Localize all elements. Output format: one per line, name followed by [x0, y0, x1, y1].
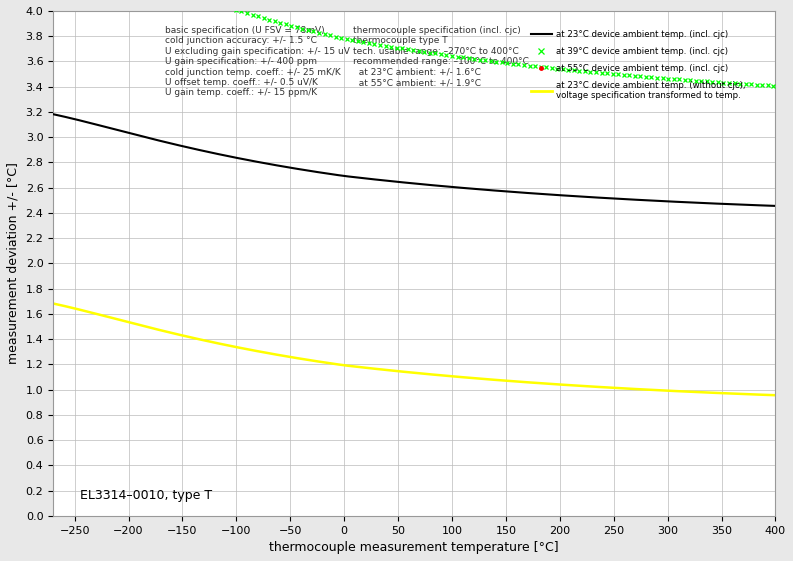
Text: basic specification (U FSV = 78mV)
cold junction accuracy: +/- 1.5 °C
U excludin: basic specification (U FSV = 78mV) cold … — [165, 26, 350, 98]
at 23°C device ambient temp. (incl. cjc) — [174, 142, 183, 149]
at 39°C device ambient temp. (incl. cjc) — [580, 68, 590, 75]
at 23°C device ambient temp. (incl. cjc) — [48, 111, 58, 118]
at 23°C device ambient temp. (without cjc),
voltage specification transformed to temp. — [325, 360, 335, 367]
at 23°C device ambient temp. (incl. cjc) — [771, 203, 780, 209]
at 23°C device ambient temp. (incl. cjc) — [679, 199, 688, 205]
at 39°C device ambient temp. (incl. cjc) — [497, 59, 507, 66]
Line: at 23°C device ambient temp. (without cjc),
voltage specification transformed to temp.: at 23°C device ambient temp. (without cj… — [53, 304, 776, 395]
at 23°C device ambient temp. (without cjc),
voltage specification transformed to temp. — [771, 392, 780, 398]
at 23°C device ambient temp. (without cjc),
voltage specification transformed to temp. — [174, 331, 183, 338]
at 39°C device ambient temp. (incl. cjc) — [768, 82, 778, 89]
Line: at 23°C device ambient temp. (incl. cjc): at 23°C device ambient temp. (incl. cjc) — [53, 114, 776, 206]
at 23°C device ambient temp. (without cjc),
voltage specification transformed to temp. — [679, 388, 688, 395]
at 23°C device ambient temp. (without cjc),
voltage specification transformed to temp. — [131, 320, 140, 327]
at 23°C device ambient temp. (incl. cjc) — [325, 171, 335, 177]
at 23°C device ambient temp. (incl. cjc) — [357, 174, 366, 181]
at 23°C device ambient temp. (without cjc),
voltage specification transformed to temp. — [357, 364, 366, 371]
at 23°C device ambient temp. (incl. cjc) — [757, 202, 766, 209]
Y-axis label: measurement deviation +/- [°C]: measurement deviation +/- [°C] — [7, 163, 20, 364]
X-axis label: thermocouple measurement temperature [°C]: thermocouple measurement temperature [°C… — [270, 541, 559, 554]
at 23°C device ambient temp. (without cjc),
voltage specification transformed to temp. — [757, 392, 766, 398]
Text: EL3314–0010, type T: EL3314–0010, type T — [80, 489, 213, 502]
at 39°C device ambient temp. (incl. cjc) — [458, 54, 468, 61]
Legend: at 23°C device ambient temp. (incl. cjc), at 39°C device ambient temp. (incl. cj: at 23°C device ambient temp. (incl. cjc)… — [531, 30, 746, 100]
Line: at 39°C device ambient temp. (incl. cjc): at 39°C device ambient temp. (incl. cjc) — [51, 0, 776, 88]
Text: thermocouple specification (incl. cjc)
thermocouple type T
tech. usable range: –: thermocouple specification (incl. cjc) t… — [353, 26, 529, 87]
at 23°C device ambient temp. (incl. cjc) — [131, 131, 140, 138]
at 23°C device ambient temp. (without cjc),
voltage specification transformed to temp. — [48, 300, 58, 307]
at 39°C device ambient temp. (incl. cjc) — [608, 71, 618, 77]
